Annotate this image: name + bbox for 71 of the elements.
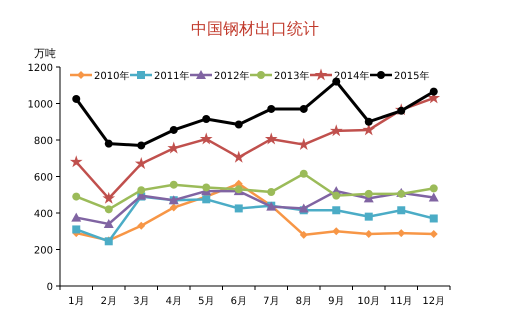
point xyxy=(232,150,246,163)
point xyxy=(300,170,308,178)
point xyxy=(264,132,278,144)
point xyxy=(332,192,340,200)
point xyxy=(202,195,210,204)
point xyxy=(202,183,210,192)
point xyxy=(72,94,80,103)
legend-label: 2011年 xyxy=(154,70,190,82)
point xyxy=(428,192,439,202)
chart-title: 中国钢材出口统计 xyxy=(191,19,319,38)
point xyxy=(430,230,438,238)
point xyxy=(234,120,243,128)
point xyxy=(134,157,148,170)
x-tick-label: 9月 xyxy=(328,296,344,307)
legend-label: 2015年 xyxy=(394,70,430,82)
x-tick-label: 10月 xyxy=(357,296,380,307)
x-tick-label: 12月 xyxy=(422,296,446,307)
x-tick-label: 3月 xyxy=(133,296,150,307)
legend-label: 2010年 xyxy=(94,70,130,82)
y-tick-label: 1200 xyxy=(28,63,53,74)
point xyxy=(364,212,373,221)
point xyxy=(137,222,146,230)
point xyxy=(170,126,178,134)
x-tick-label: 4月 xyxy=(166,296,182,307)
point xyxy=(430,214,438,222)
point xyxy=(104,140,113,148)
y-tick-label: 1000 xyxy=(28,100,53,110)
point xyxy=(71,212,82,222)
y-tick-label: 600 xyxy=(34,172,53,184)
point xyxy=(137,186,146,194)
point xyxy=(70,155,83,168)
point xyxy=(364,118,373,126)
legend-label: 2013年 xyxy=(274,70,310,82)
point xyxy=(332,206,340,214)
point xyxy=(72,225,80,234)
point xyxy=(332,227,340,236)
x-tick-label: 5月 xyxy=(198,296,214,307)
point xyxy=(170,180,178,189)
point xyxy=(298,203,309,212)
point xyxy=(430,88,438,96)
point xyxy=(137,141,146,150)
point xyxy=(430,184,438,192)
point xyxy=(72,192,80,201)
legend-label: 2012年 xyxy=(214,70,250,82)
point xyxy=(104,218,114,228)
y-tick-label: 0 xyxy=(46,282,53,293)
point xyxy=(102,192,116,204)
point xyxy=(267,104,276,113)
x-tick-label: 11月 xyxy=(390,296,413,307)
y-tick-label: 800 xyxy=(34,136,53,147)
point xyxy=(267,188,276,196)
point xyxy=(300,104,308,113)
point xyxy=(170,204,178,212)
point xyxy=(202,115,210,124)
x-tick-label: 2月 xyxy=(100,296,117,307)
point xyxy=(104,205,113,214)
point xyxy=(330,124,343,136)
x-tick-label: 8月 xyxy=(296,296,312,307)
point xyxy=(364,190,373,198)
y-tick-label: 400 xyxy=(34,209,53,220)
x-tick-label: 7月 xyxy=(263,296,280,307)
x-tick-label: 6月 xyxy=(230,296,247,307)
point xyxy=(397,206,406,214)
point xyxy=(300,230,308,239)
point xyxy=(364,230,373,238)
y-tick-label: 200 xyxy=(34,246,53,256)
point xyxy=(234,204,243,212)
y-axis-title: 万吨 xyxy=(34,47,56,60)
x-tick-label: 1月 xyxy=(68,296,84,307)
point xyxy=(397,229,406,238)
point xyxy=(200,132,213,144)
